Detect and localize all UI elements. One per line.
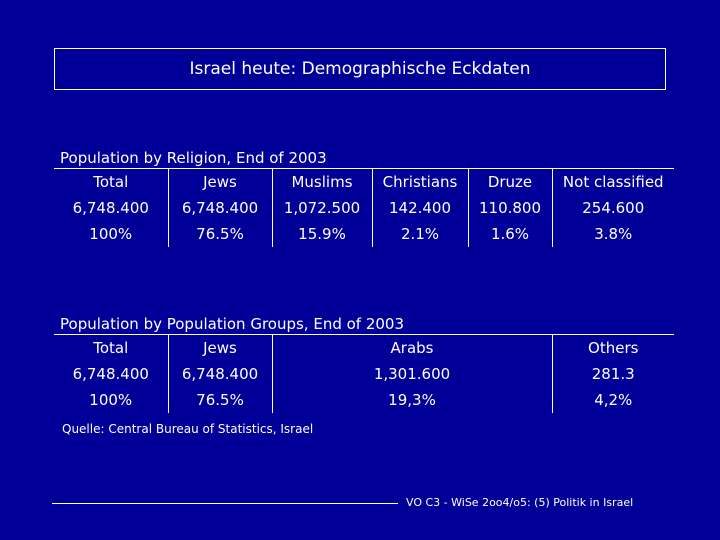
header-cell: Arabs [272, 335, 553, 361]
table-cell: 100% [54, 387, 169, 413]
table-cell: 76.5% [168, 387, 273, 413]
table-row: 100% 76.5% 19,3% 4,2% [54, 387, 674, 413]
table-cell: 1,301.600 [272, 361, 553, 387]
footer-text: VO C3 - WiSe 2oo4/o5: (5) Politik in Isr… [406, 496, 634, 509]
table-row: 100% 76.5% 15.9% 2.1% 1.6% 3.8% [54, 221, 674, 247]
religion-section: Population by Religion, End of 2003 Tota… [54, 148, 674, 247]
religion-table: Total Jews Muslims Christians Druze Not … [54, 169, 674, 247]
table-cell: 6,748.400 [168, 195, 273, 221]
groups-section: Population by Population Groups, End of … [54, 314, 674, 413]
table-cell: 110.800 [468, 195, 553, 221]
table-cell: 6,748.400 [54, 195, 169, 221]
table-cell: 19,3% [272, 387, 553, 413]
table-cell: 15.9% [272, 221, 373, 247]
table-cell: 1,072.500 [272, 195, 373, 221]
header-cell: Muslims [272, 169, 373, 195]
header-cell: Druze [468, 169, 553, 195]
footer-divider [52, 503, 398, 504]
table-row: 6,748.400 6,748.400 1,072.500 142.400 11… [54, 195, 674, 221]
table-cell: 281.3 [591, 365, 635, 383]
header-cell: Jews [168, 169, 273, 195]
table-header-row: Total Jews Muslims Christians Druze Not … [54, 169, 674, 195]
table-cell: 76.5% [168, 221, 273, 247]
groups-table: Total Jews Arabs Others 6,748.400 6,748.… [54, 335, 674, 413]
slide-title-box: Israel heute: Demographische Eckdaten [54, 48, 666, 90]
groups-heading: Population by Population Groups, End of … [54, 314, 674, 335]
table-cell: 142.400 [372, 195, 469, 221]
table-cell: 254.600 [582, 199, 645, 217]
header-cell: Total [54, 335, 169, 361]
religion-heading: Population by Religion, End of 2003 [54, 148, 674, 169]
table-row: 6,748.400 6,748.400 1,301.600 281.3 [54, 361, 674, 387]
source-note: Quelle: Central Bureau of Statistics, Is… [62, 422, 314, 436]
slide-title: Israel heute: Demographische Eckdaten [189, 59, 531, 79]
table-cell: 1.6% [468, 221, 553, 247]
header-cell: Total [54, 169, 169, 195]
table-cell: 2.1% [372, 221, 469, 247]
header-cell: Jews [168, 335, 273, 361]
header-cell: Christians [372, 169, 469, 195]
table-cell: 6,748.400 [54, 361, 169, 387]
table-cell: 100% [54, 221, 169, 247]
table-cell: 6,748.400 [168, 361, 273, 387]
header-cell: Others [588, 339, 639, 357]
table-header-row: Total Jews Arabs Others [54, 335, 674, 361]
table-cell: 4,2% [594, 391, 633, 409]
header-cell: Not classified [562, 173, 664, 191]
table-cell: 3.8% [594, 225, 633, 243]
